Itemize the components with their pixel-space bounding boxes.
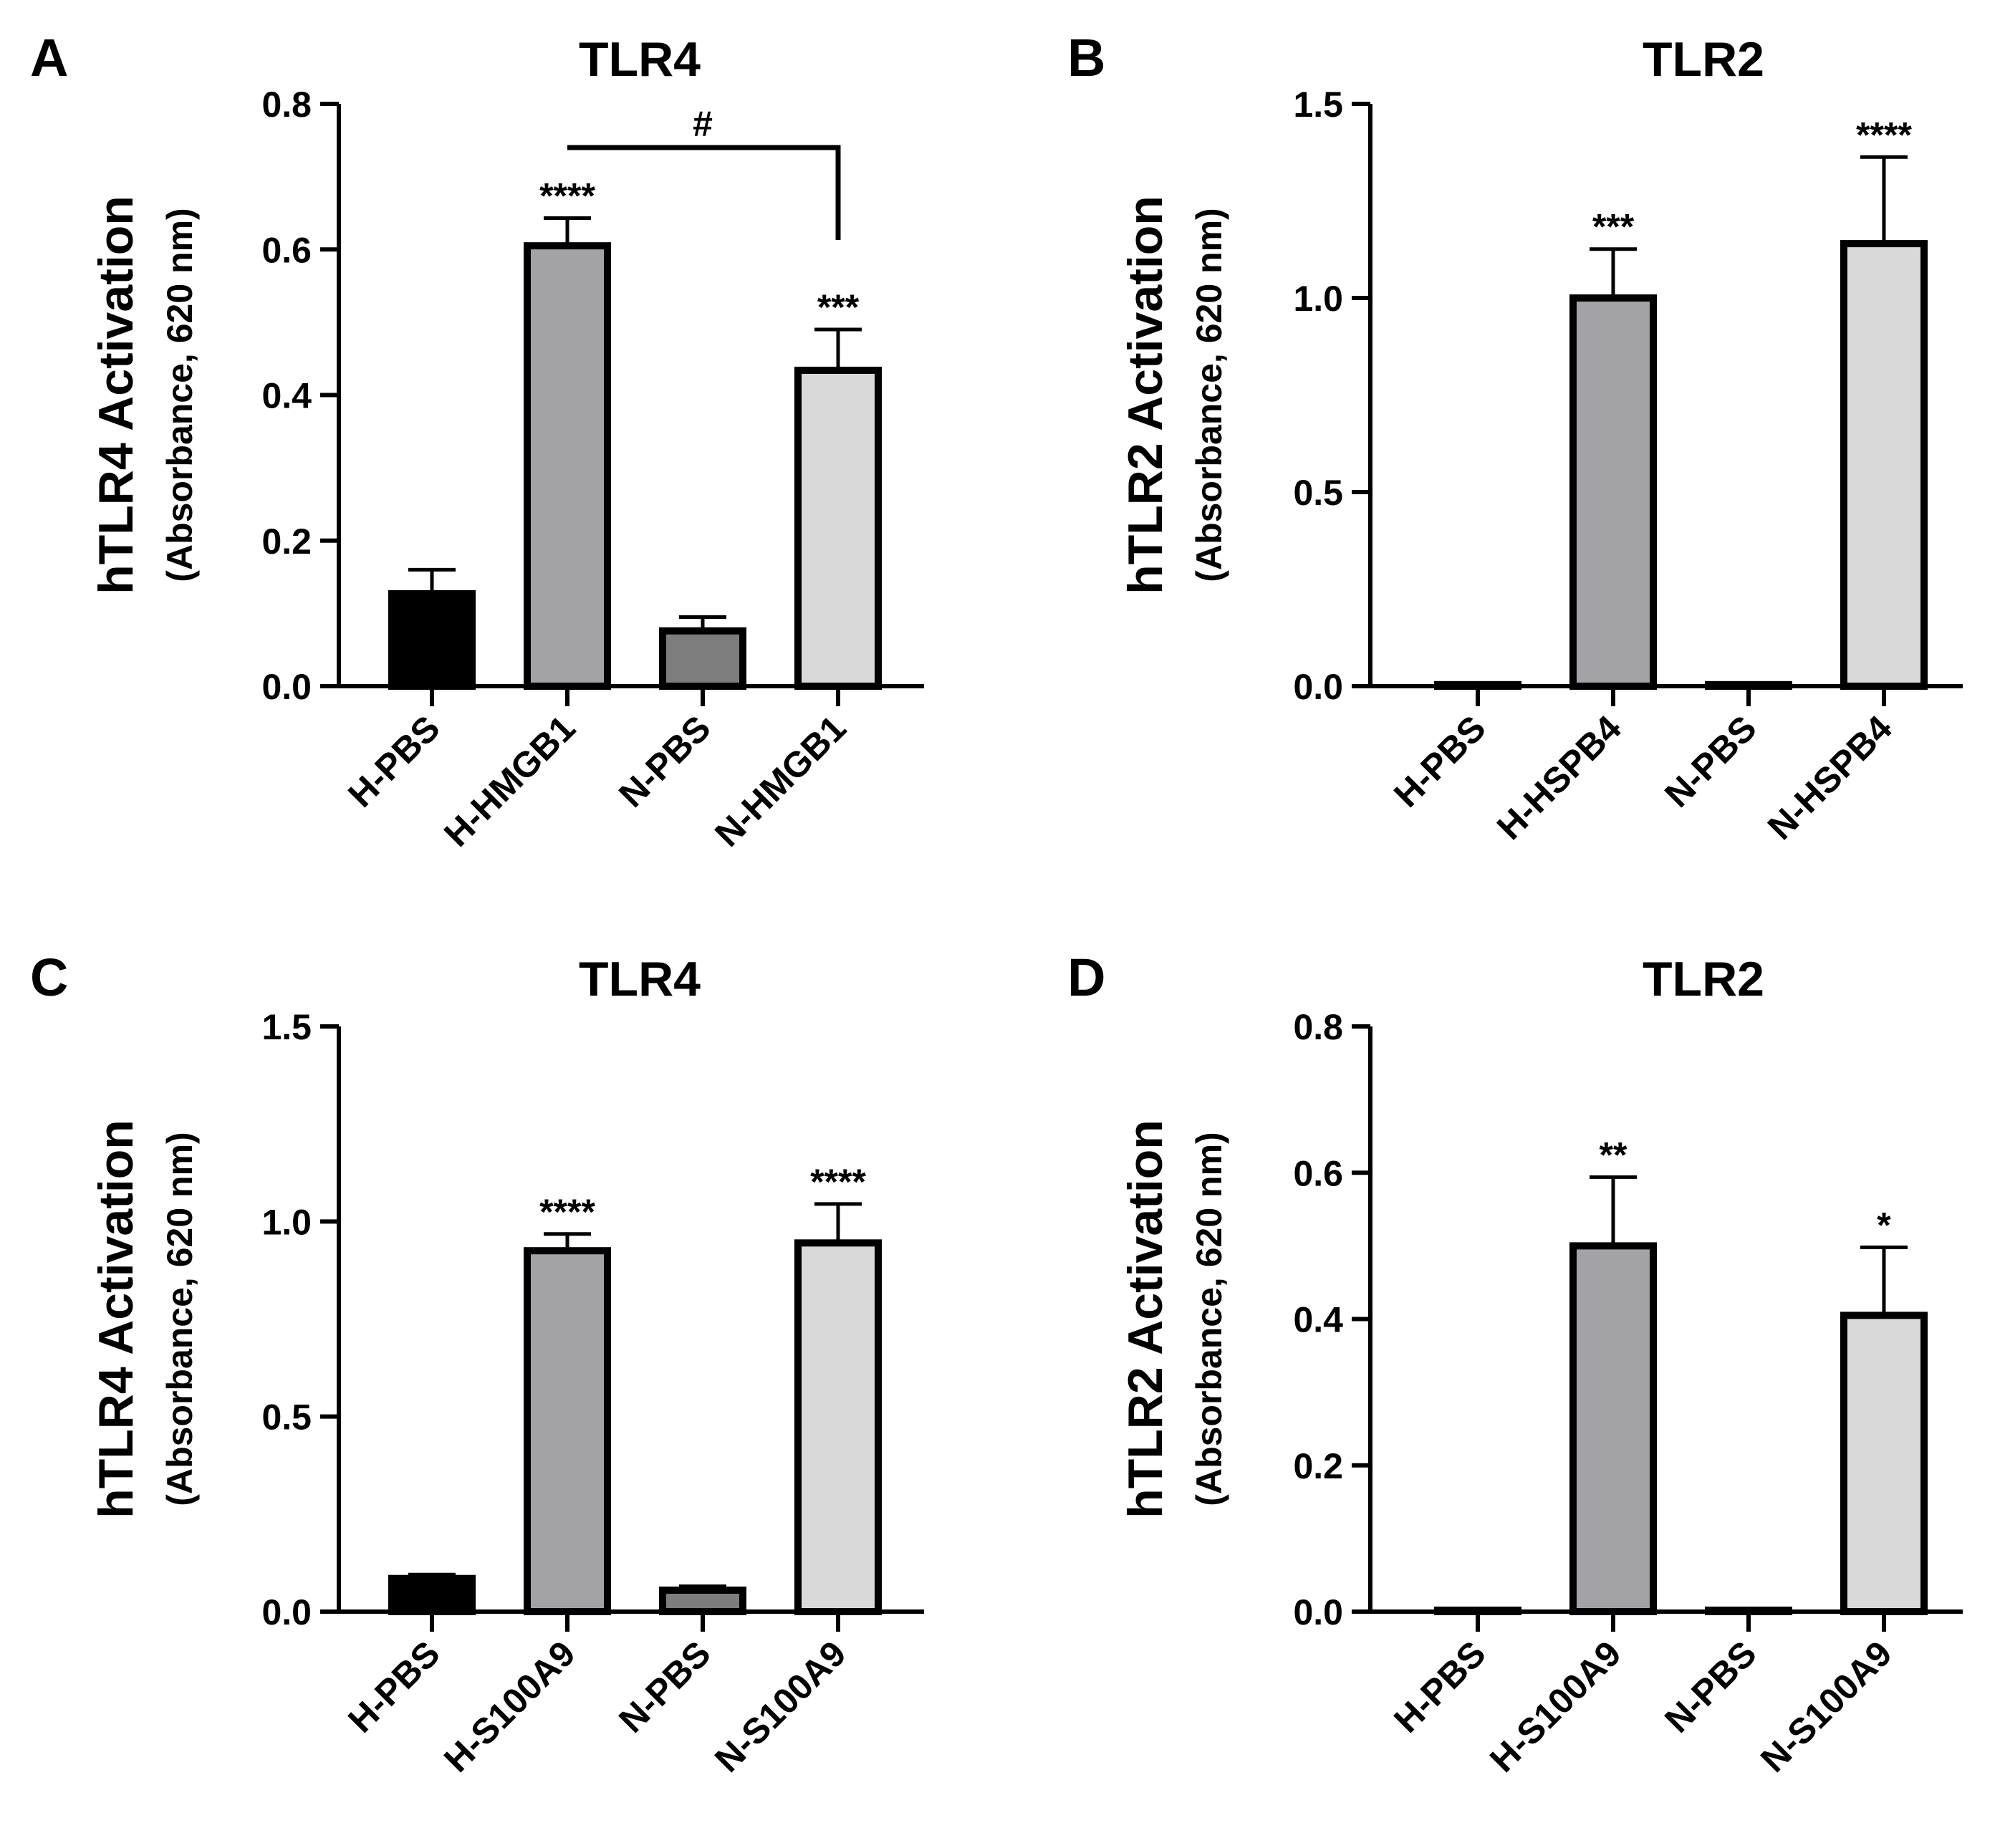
significance-label: **** [539, 176, 595, 216]
chart-title: TLR4 [579, 952, 701, 1006]
y-tick-label: 0.0 [261, 1592, 312, 1632]
y-axis-sublabel: (Absorbance, 620 nm) [1189, 1132, 1229, 1506]
chart-title: TLR2 [1643, 952, 1764, 1006]
significance-label: **** [1856, 115, 1912, 155]
y-tick-label: 0.2 [1293, 1446, 1343, 1486]
bar [659, 1587, 746, 1615]
y-axis-label: hTLR4 Activation [89, 1120, 143, 1519]
y-tick-label: 0.8 [261, 85, 312, 125]
y-tick-label: 1.5 [261, 1007, 312, 1047]
y-tick-label: 0.0 [261, 667, 312, 707]
y-tick-label: 0.2 [261, 521, 312, 562]
y-tick-label: 0.4 [261, 376, 312, 416]
y-tick-label: 0.6 [261, 230, 312, 270]
bar [388, 1574, 476, 1616]
y-axis-sublabel: (Absorbance, 620 nm) [160, 1132, 200, 1506]
y-tick-label: 0.8 [1293, 1007, 1343, 1047]
significance-label: *** [817, 287, 860, 327]
panel-letter-d: D [1067, 948, 1105, 1007]
bracket-label: # [693, 104, 713, 144]
bar [524, 1247, 611, 1616]
panel-letter-c: C [30, 948, 68, 1007]
bar [388, 589, 476, 690]
bar [659, 627, 746, 690]
significance-label: * [1877, 1205, 1891, 1245]
bar [1840, 1312, 1928, 1616]
y-tick-label: 0.5 [261, 1397, 312, 1438]
bar [794, 366, 882, 690]
y-tick-label: 1.0 [261, 1202, 312, 1242]
significance-label: ** [1600, 1135, 1627, 1175]
y-tick-label: 0.0 [1293, 667, 1343, 707]
panel-letter-b: B [1067, 28, 1105, 87]
significance-label: **** [810, 1162, 866, 1202]
chart-title: TLR2 [1643, 32, 1764, 87]
y-tick-label: 0.5 [1293, 473, 1343, 513]
bar [1569, 1242, 1657, 1615]
y-axis-label: hTLR2 Activation [1118, 1120, 1173, 1519]
significance-label: **** [539, 1192, 595, 1232]
bar [794, 1239, 882, 1616]
y-axis-sublabel: (Absorbance, 620 nm) [160, 208, 200, 582]
bar [1840, 240, 1928, 690]
y-axis-label: hTLR4 Activation [89, 196, 143, 595]
bar [524, 242, 611, 690]
panel-c: C TLR4 hTLR4 Activation (Absorbance, 620 n… [30, 948, 924, 1780]
y-axis-label: hTLR2 Activation [1118, 196, 1173, 595]
y-tick-label: 1.0 [1293, 279, 1343, 319]
panel-letter-a: A [30, 28, 68, 87]
chart-c: TLR4 hTLR4 Activation (Absorbance, 620 nm)… [89, 952, 924, 1780]
y-axis-sublabel: (Absorbance, 620 nm) [1189, 208, 1229, 582]
y-tick-label: 0.0 [1293, 1592, 1343, 1632]
y-tick-label: 0.6 [1293, 1153, 1343, 1193]
y-tick-label: 0.4 [1293, 1300, 1343, 1340]
significance-label: *** [1592, 207, 1635, 247]
y-tick-label: 1.5 [1293, 85, 1343, 125]
chart-title: TLR4 [579, 32, 701, 87]
comparison-bracket [567, 145, 841, 241]
bar [1569, 294, 1657, 690]
